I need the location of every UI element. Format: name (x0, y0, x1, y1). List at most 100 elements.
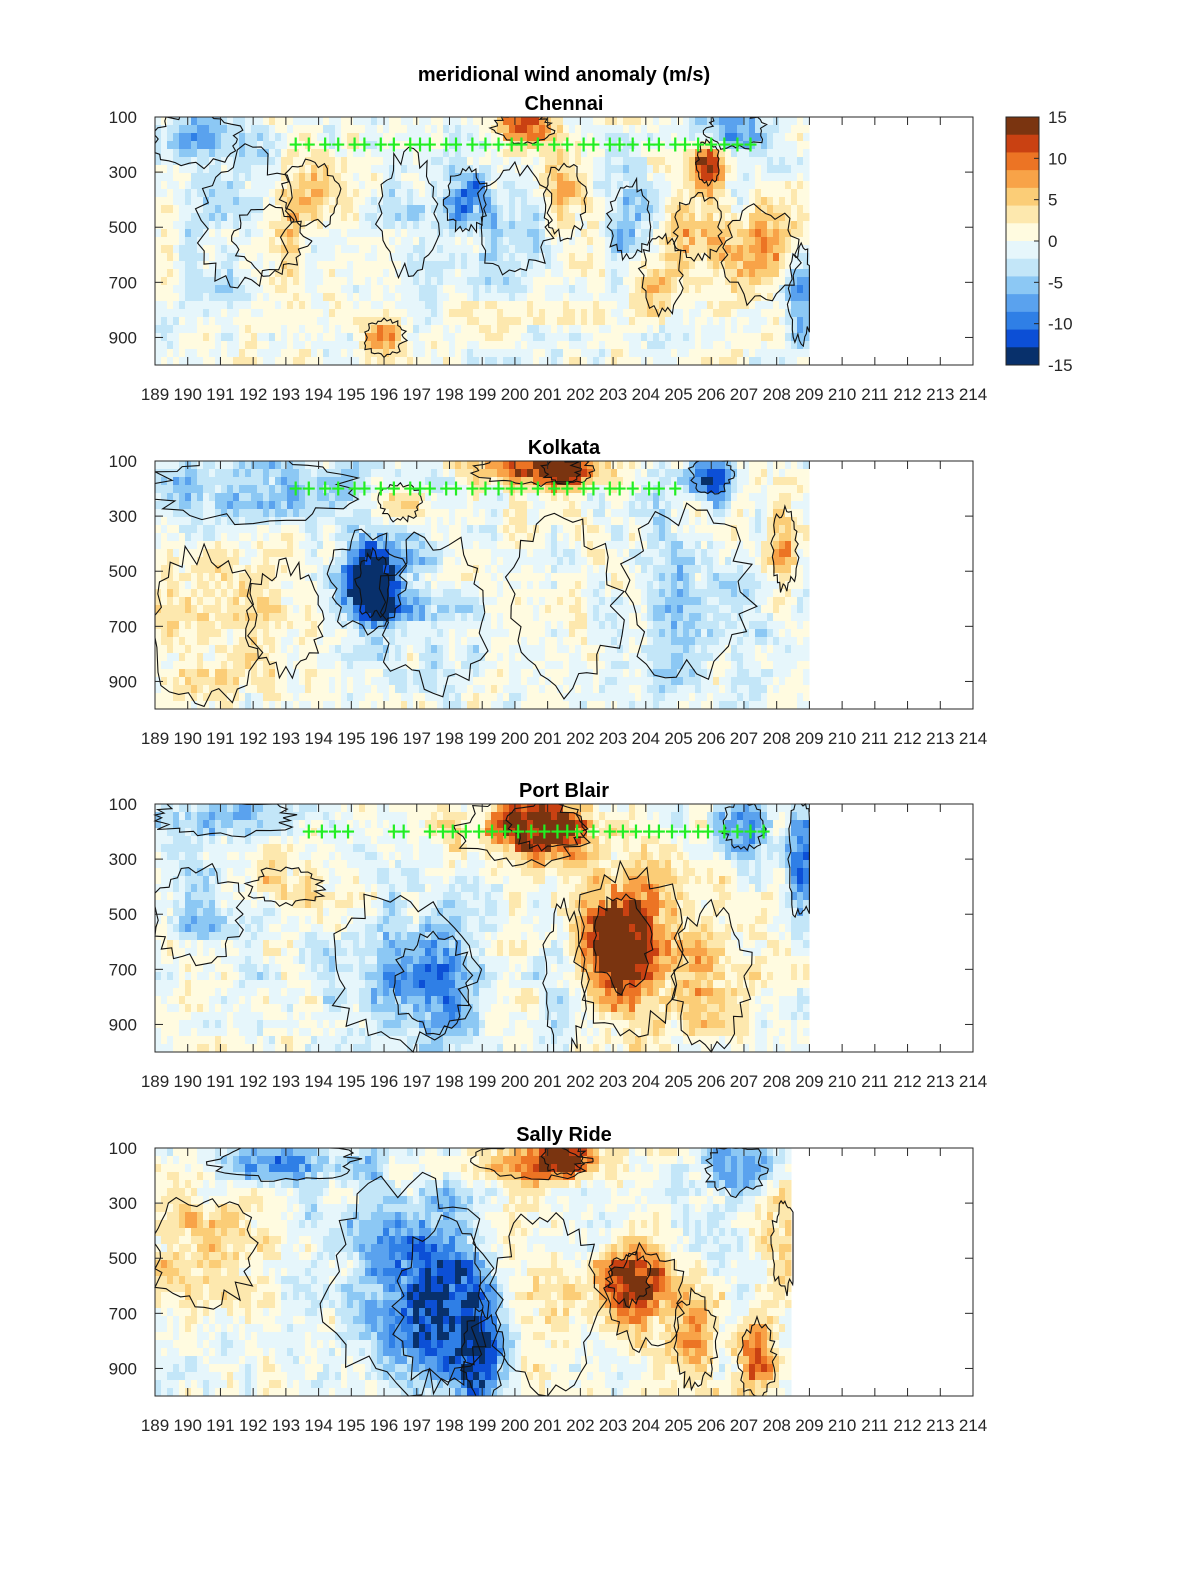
heatmap-cell (401, 653, 408, 662)
heatmap-cell (425, 349, 432, 358)
heatmap-cell (203, 581, 210, 590)
heatmap-cell (161, 581, 168, 590)
heatmap-cell (257, 341, 264, 350)
heatmap-cell (335, 357, 342, 366)
heatmap-cell (377, 261, 384, 270)
heatmap-cell (581, 285, 588, 294)
heatmap-cell (803, 301, 810, 310)
heatmap-cell (365, 165, 372, 174)
heatmap-cell (341, 677, 348, 686)
heatmap-cell (293, 341, 300, 350)
heatmap-cell (353, 573, 360, 582)
heatmap-cell (479, 277, 486, 286)
marker-point (626, 137, 639, 152)
heatmap-cell (311, 461, 318, 470)
heatmap-cell (341, 493, 348, 502)
heatmap-cell (359, 581, 366, 590)
heatmap-cell (377, 565, 384, 574)
heatmap-cell (203, 349, 210, 358)
heatmap-cell (269, 229, 276, 238)
heatmap-cell (359, 213, 366, 222)
heatmap-cell (191, 245, 198, 254)
heatmap-cell (263, 181, 270, 190)
heatmap-cell (443, 325, 450, 334)
heatmap-cell (257, 669, 264, 678)
heatmap-cell (221, 333, 228, 342)
heatmap-cell (227, 157, 234, 166)
heatmap-cell (215, 253, 222, 262)
heatmap-cell (689, 125, 696, 134)
heatmap-cell (773, 189, 780, 198)
heatmap-cell (341, 213, 348, 222)
heatmap-cell (797, 277, 804, 286)
heatmap-cell (551, 149, 558, 158)
heatmap-cell (395, 469, 402, 478)
heatmap-cell (209, 117, 216, 126)
heatmap-cell (659, 221, 666, 230)
heatmap-cell (383, 469, 390, 478)
heatmap-cell (221, 301, 228, 310)
heatmap-cell (299, 269, 306, 278)
heatmap-cell (317, 581, 324, 590)
heatmap-cell (257, 653, 264, 662)
heatmap-cell (245, 261, 252, 270)
heatmap-cell (491, 325, 498, 334)
heatmap-cell (785, 341, 792, 350)
heatmap-cell (245, 349, 252, 358)
heatmap-cell (221, 509, 228, 518)
heatmap-cell (719, 333, 726, 342)
heatmap-cell (197, 661, 204, 670)
heatmap-cell (335, 117, 342, 126)
heatmap-cell (329, 357, 336, 366)
heatmap-cell (239, 701, 246, 710)
marker-point (731, 137, 744, 152)
heatmap-cell (743, 349, 750, 358)
heatmap-cell (329, 285, 336, 294)
heatmap-cell (341, 125, 348, 134)
heatmap-cell (467, 317, 474, 326)
heatmap-cell (311, 133, 318, 142)
heatmap-cell (389, 629, 396, 638)
heatmap-cell (365, 125, 372, 134)
heatmap-cell (677, 293, 684, 302)
heatmap-cell (227, 229, 234, 238)
heatmap-cell (383, 557, 390, 566)
heatmap-cell (305, 333, 312, 342)
heatmap-cell (647, 277, 654, 286)
heatmap-cell (617, 157, 624, 166)
heatmap-cell (305, 581, 312, 590)
heatmap-cell (431, 221, 438, 230)
heatmap-cell (233, 229, 240, 238)
heatmap-cell (407, 557, 414, 566)
heatmap-cell (719, 149, 726, 158)
heatmap-cell (245, 293, 252, 302)
heatmap-cell (365, 677, 372, 686)
heatmap-cell (443, 117, 450, 126)
heatmap-cell (317, 677, 324, 686)
heatmap-cell (311, 565, 318, 574)
heatmap-cell (329, 341, 336, 350)
heatmap-cell (503, 173, 510, 182)
heatmap-cell (245, 301, 252, 310)
heatmap-cell (191, 605, 198, 614)
heatmap-cell (167, 613, 174, 622)
heatmap-cells (155, 461, 810, 710)
heatmap-cell (455, 301, 462, 310)
heatmap-cell (155, 117, 162, 126)
heatmap-cell (371, 157, 378, 166)
heatmap-cell (653, 165, 660, 174)
heatmap-cell (203, 565, 210, 574)
heatmap-cell (395, 517, 402, 526)
heatmap-cell (563, 277, 570, 286)
heatmap-cell (269, 349, 276, 358)
heatmap-cell (587, 277, 594, 286)
heatmap-cell (329, 277, 336, 286)
heatmap-cell (605, 357, 612, 366)
heatmap-cell (215, 621, 222, 630)
heatmap-cell (191, 517, 198, 526)
heatmap-cell (509, 285, 516, 294)
heatmap-cell (755, 133, 762, 142)
heatmap-cell (671, 165, 678, 174)
heatmap-cell (305, 685, 312, 694)
heatmap-cell (539, 117, 546, 126)
